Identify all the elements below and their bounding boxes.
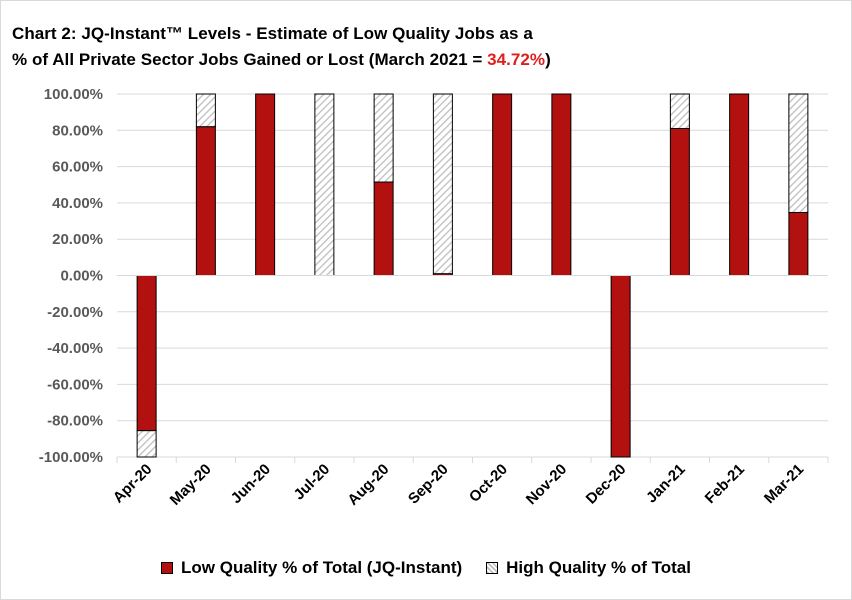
bar-low-quality xyxy=(729,93,750,276)
x-axis-ticks: Apr-20 May-20 Jun-20 Jul-20 Aug-20 Sep-20 Oct-… xyxy=(110,461,807,509)
x-tick-label: Aug-20 xyxy=(344,461,392,509)
legend-swatch-low-quality xyxy=(161,562,174,574)
bar-low-quality xyxy=(136,275,157,432)
bar-low-quality xyxy=(669,127,690,276)
bar-high-quality xyxy=(373,93,394,183)
x-tick-label: Oct-20 xyxy=(466,461,511,506)
legend-label-low-quality: Low Quality % of Total (JQ-Instant) xyxy=(181,558,463,577)
chart-title-line1: Chart 2: JQ-Instant™ Levels - Estimate o… xyxy=(12,24,533,43)
bar-high-quality xyxy=(432,93,453,275)
y-tick-label: -20.00% xyxy=(47,304,103,321)
chart-title: Chart 2: JQ-Instant™ Levels - Estimate o… xyxy=(12,21,551,73)
legend-swatch-high-quality xyxy=(486,562,499,574)
bar-low-quality xyxy=(610,275,631,458)
x-tick-label: Jul-20 xyxy=(291,461,334,504)
y-tick-label: 60.00% xyxy=(52,159,103,176)
bar-high-quality xyxy=(314,93,335,276)
gridlines xyxy=(117,93,828,458)
chart-title-line2: % of All Private Sector Jobs Gained or L… xyxy=(12,47,551,73)
legend-label-high-quality: High Quality % of Total xyxy=(506,558,691,577)
y-tick-label: -60.00% xyxy=(47,376,103,393)
legend-item-high-quality: High Quality % of Total xyxy=(486,558,691,578)
bar-low-quality xyxy=(195,126,216,276)
x-tick-label: Sep-20 xyxy=(405,461,452,508)
y-tick-label: 100.00% xyxy=(44,86,103,103)
x-tick-label: May-20 xyxy=(167,461,215,509)
bar-low-quality xyxy=(551,93,572,276)
x-tick-label: Jan-21 xyxy=(643,461,689,507)
y-axis-ticks: 100.00% 80.00% 60.00% 40.00% 20.00% 0.00% -20.… xyxy=(39,86,103,466)
y-tick-label: 80.00% xyxy=(52,122,103,139)
x-tick-label: Nov-20 xyxy=(523,461,570,508)
bar-low-quality xyxy=(373,181,394,276)
chart-title-line2-prefix: % of All Private Sector Jobs Gained or L… xyxy=(12,50,488,69)
bar-high-quality xyxy=(195,93,216,128)
y-tick-label: -40.00% xyxy=(47,340,103,357)
y-tick-label: -80.00% xyxy=(47,413,103,430)
legend: Low Quality % of Total (JQ-Instant) High… xyxy=(0,556,852,580)
bar-high-quality xyxy=(669,93,690,129)
y-tick-label: 20.00% xyxy=(52,231,103,248)
x-tick-label: Mar-21 xyxy=(761,461,807,507)
x-tick-label: Dec-20 xyxy=(583,461,630,508)
bar-low-quality xyxy=(255,93,276,276)
bar-high-quality xyxy=(788,93,809,213)
chart-title-highlight-value: 34.72% xyxy=(487,50,546,69)
y-tick-label: 0.00% xyxy=(60,268,103,285)
bar-low-quality xyxy=(492,93,513,276)
y-tick-label: 40.00% xyxy=(52,195,103,212)
legend-item-low-quality: Low Quality % of Total (JQ-Instant) xyxy=(161,558,462,578)
chart-title-line2-suffix: ) xyxy=(545,50,551,69)
x-tick-label: Feb-21 xyxy=(702,461,748,507)
x-tick-label: Jun-20 xyxy=(228,461,274,507)
x-tick-label: Apr-20 xyxy=(110,461,156,507)
bar-low-quality xyxy=(788,211,809,276)
bar-high-quality xyxy=(136,430,157,458)
y-tick-label: -100.00% xyxy=(39,449,103,466)
x-axis xyxy=(116,275,829,463)
bars xyxy=(136,93,809,458)
